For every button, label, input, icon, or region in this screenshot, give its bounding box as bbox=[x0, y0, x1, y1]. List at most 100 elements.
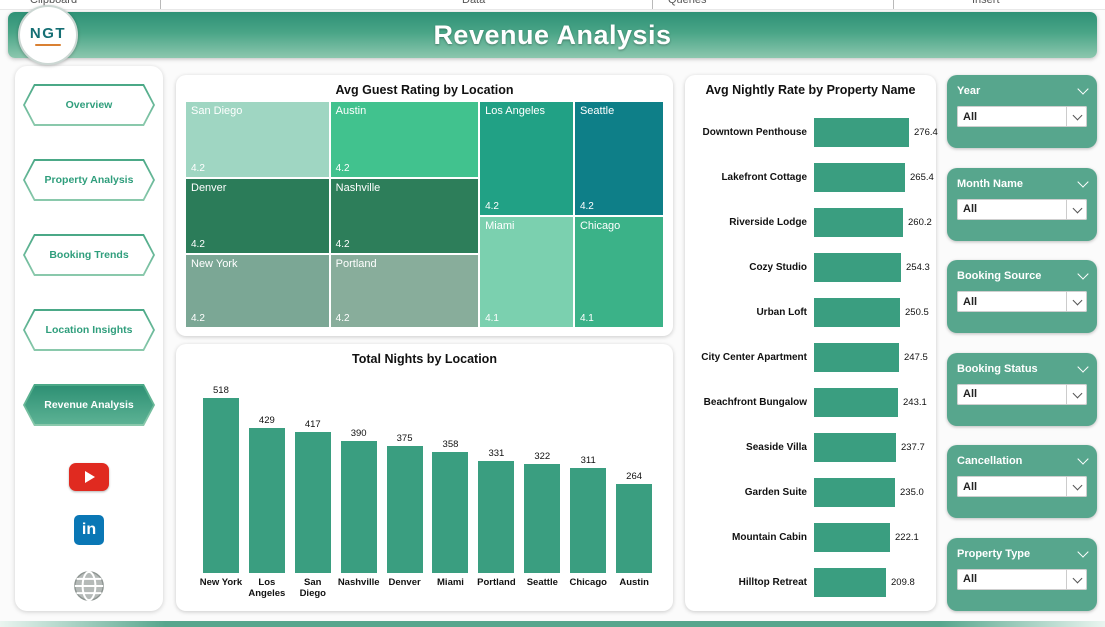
filter-card-booking-status: Booking Status All bbox=[947, 352, 1097, 426]
hbar-row: Seaside Villa 237.7 bbox=[695, 432, 928, 462]
nav-list: Overview Property Analysis Booking Trends L… bbox=[23, 84, 155, 459]
chevron-down-icon bbox=[1072, 480, 1083, 491]
hbar-mountain-cabin[interactable] bbox=[814, 522, 890, 552]
filter-header: Cancellation bbox=[957, 453, 1089, 468]
filter-dropdown[interactable]: All bbox=[957, 291, 1087, 313]
filter-dropdown[interactable]: All bbox=[957, 106, 1087, 127]
filter-label: Booking Source bbox=[957, 270, 1042, 283]
chevron-down-icon bbox=[1072, 388, 1083, 399]
filter-selected-value: All bbox=[963, 480, 978, 493]
sidebar-item-overview[interactable]: Overview bbox=[23, 84, 155, 126]
dropdown-divider bbox=[1066, 198, 1083, 220]
hbar-value-label: 247.5 bbox=[904, 351, 928, 363]
hbar-urban-loft[interactable] bbox=[814, 297, 900, 327]
filter-dropdown[interactable]: All bbox=[957, 568, 1087, 590]
chevron-down-icon[interactable] bbox=[1077, 268, 1089, 280]
bar-portland[interactable] bbox=[478, 461, 515, 573]
bar-nashville[interactable] bbox=[340, 441, 377, 573]
hbar-city-center-apartment[interactable] bbox=[814, 342, 899, 372]
avg-guest-rating-card: Avg Guest Rating by Location San Diego 4.… bbox=[176, 75, 673, 336]
tile-label: Austin bbox=[335, 105, 367, 117]
hbar-garden-suite[interactable] bbox=[814, 477, 895, 507]
ribbon-tab-queries[interactable]: Queries bbox=[668, 0, 707, 6]
treemap-tile-los-angeles[interactable]: Los Angeles 4.2 bbox=[479, 101, 574, 217]
hbar-hilltop-retreat[interactable] bbox=[814, 567, 886, 597]
bar-seattle[interactable] bbox=[524, 464, 561, 573]
filter-dropdown[interactable]: All bbox=[957, 476, 1087, 498]
globe-icon[interactable] bbox=[72, 569, 106, 608]
bar-column-los-angeles: 429 Los Angeles bbox=[244, 370, 290, 605]
filter-dropdown[interactable]: All bbox=[957, 198, 1087, 220]
bar-category-label: Portland bbox=[477, 577, 516, 588]
sidebar-item-label: Revenue Analysis bbox=[25, 386, 153, 424]
bar-value-label: 331 bbox=[488, 448, 505, 459]
chevron-down-icon[interactable] bbox=[1077, 546, 1089, 558]
bar-new-york[interactable] bbox=[202, 398, 239, 573]
hbar-value-label: 222.1 bbox=[895, 531, 919, 543]
chevron-down-icon[interactable] bbox=[1077, 83, 1089, 95]
tile-value: 4.2 bbox=[191, 312, 205, 324]
chevron-down-icon[interactable] bbox=[1077, 175, 1089, 188]
bar-value-label: 417 bbox=[304, 419, 321, 430]
treemap-tile-new-york[interactable]: New York 4.2 bbox=[185, 253, 330, 328]
hbar-row: Hilltop Retreat 209.8 bbox=[695, 567, 928, 597]
hbar-row: Urban Loft 250.5 bbox=[695, 297, 929, 327]
tile-label: Los Angeles bbox=[485, 105, 546, 117]
chevron-down-icon[interactable] bbox=[1077, 453, 1089, 466]
bar-category-label: Denver bbox=[388, 577, 421, 588]
hbar-cozy-studio[interactable] bbox=[814, 252, 901, 282]
bar-chicago[interactable] bbox=[570, 468, 607, 573]
treemap-tile-portland[interactable]: Portland 4.2 bbox=[329, 253, 480, 328]
filter-dropdown[interactable]: All bbox=[957, 383, 1087, 405]
hbar-seaside-villa[interactable] bbox=[814, 432, 896, 462]
bar-value-label: 390 bbox=[350, 428, 367, 439]
filter-selected-value: All bbox=[963, 573, 978, 586]
sidebar-item-revenue-analysis[interactable]: Revenue Analysis bbox=[23, 384, 155, 426]
filter-header: Month Name bbox=[957, 175, 1089, 190]
treemap-tile-san-diego[interactable]: San Diego 4.2 bbox=[185, 101, 330, 178]
linkedin-icon[interactable]: in bbox=[74, 515, 104, 545]
hbar-downtown-penthouse[interactable] bbox=[814, 117, 909, 147]
filter-card-month-name: Month Name All bbox=[947, 167, 1097, 241]
hbar-riverside-lodge[interactable] bbox=[814, 207, 903, 237]
treemap-tile-denver[interactable]: Denver 4.2 bbox=[185, 177, 330, 254]
ribbon-tab-insert[interactable]: Insert bbox=[972, 0, 1000, 6]
hbar-value-label: 260.2 bbox=[908, 216, 932, 228]
hbar-beachfront-bungalow[interactable] bbox=[814, 387, 898, 417]
hbar-category-label: City Center Apartment bbox=[701, 351, 807, 363]
treemap-tile-austin[interactable]: Austin 4.2 bbox=[329, 101, 480, 178]
filter-selected-value: All bbox=[963, 388, 978, 401]
hbar-row: City Center Apartment 247.5 bbox=[695, 342, 928, 372]
filter-label: Property Type bbox=[957, 547, 1031, 560]
bar-san-diego[interactable] bbox=[294, 432, 331, 573]
treemap-tile-miami[interactable]: Miami 4.1 bbox=[479, 216, 574, 328]
ribbon-tab-data[interactable]: Data bbox=[462, 0, 486, 6]
bar-column-denver: 375 Denver bbox=[382, 370, 428, 605]
filter-label: Cancellation bbox=[957, 455, 1023, 468]
filter-header: Booking Status bbox=[957, 361, 1089, 375]
tile-value: 4.2 bbox=[191, 238, 205, 250]
sidebar-item-property-analysis[interactable]: Property Analysis bbox=[23, 159, 155, 201]
treemap-tile-chicago[interactable]: Chicago 4.1 bbox=[573, 216, 664, 328]
hbar-value-label: 254.3 bbox=[906, 261, 930, 273]
hbar-row: Mountain Cabin 222.1 bbox=[695, 522, 928, 552]
chevron-down-icon[interactable] bbox=[1077, 361, 1089, 373]
bar-value-label: 264 bbox=[626, 471, 643, 482]
filter-card-cancellation: Cancellation All bbox=[947, 445, 1097, 519]
filter-card-property-type: Property Type All bbox=[947, 537, 1097, 611]
hbar-value-label: 243.1 bbox=[903, 396, 927, 408]
bar-miami[interactable] bbox=[432, 452, 469, 573]
filter-label: Booking Status bbox=[957, 362, 1038, 375]
sidebar-item-booking-trends[interactable]: Booking Trends bbox=[23, 234, 155, 276]
bar-austin[interactable] bbox=[616, 484, 653, 573]
ribbon-tab-clipboard[interactable]: Clipboard bbox=[30, 0, 78, 6]
bar-los-angeles[interactable] bbox=[248, 428, 285, 573]
sidebar-item-label: Property Analysis bbox=[25, 161, 153, 199]
treemap-tile-seattle[interactable]: Seattle 4.2 bbox=[573, 101, 664, 217]
sidebar-item-location-insights[interactable]: Location Insights bbox=[23, 309, 155, 351]
bar-denver[interactable] bbox=[386, 446, 423, 573]
treemap-tile-nashville[interactable]: Nashville 4.2 bbox=[329, 177, 480, 254]
hbar-lakefront-cottage[interactable] bbox=[814, 162, 905, 192]
youtube-icon[interactable] bbox=[69, 463, 109, 491]
bar-column-chicago: 311 Chicago bbox=[565, 370, 611, 605]
